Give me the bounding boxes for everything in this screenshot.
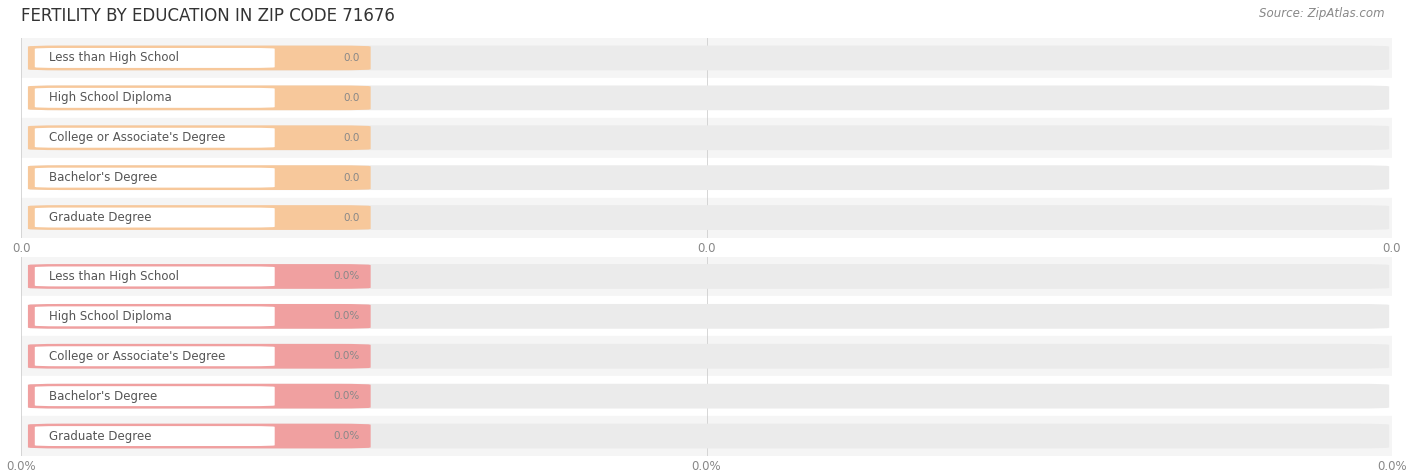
FancyBboxPatch shape [28,424,1389,448]
Text: FERTILITY BY EDUCATION IN ZIP CODE 71676: FERTILITY BY EDUCATION IN ZIP CODE 71676 [21,7,395,25]
FancyBboxPatch shape [28,46,1389,70]
Text: 0.0: 0.0 [343,133,360,143]
FancyBboxPatch shape [28,384,1389,408]
Text: Graduate Degree: Graduate Degree [48,211,150,224]
Bar [21,78,1392,118]
FancyBboxPatch shape [28,125,371,150]
Text: 0.0%: 0.0% [333,271,360,282]
Text: 0.0%: 0.0% [333,351,360,361]
FancyBboxPatch shape [35,426,274,446]
FancyBboxPatch shape [35,48,274,68]
Bar [21,158,1392,198]
Bar [21,38,1392,78]
Bar [21,198,1392,238]
Bar [21,118,1392,158]
FancyBboxPatch shape [35,168,274,188]
FancyBboxPatch shape [35,128,274,148]
FancyBboxPatch shape [28,264,1389,289]
FancyBboxPatch shape [28,304,1389,329]
Text: Less than High School: Less than High School [48,270,179,283]
Text: 0.0%: 0.0% [333,311,360,322]
FancyBboxPatch shape [28,205,371,230]
FancyBboxPatch shape [28,125,1389,150]
FancyBboxPatch shape [28,424,371,448]
Text: Less than High School: Less than High School [48,51,179,65]
Bar [21,256,1392,296]
Text: 0.0: 0.0 [343,172,360,183]
Text: Graduate Degree: Graduate Degree [48,429,150,443]
FancyBboxPatch shape [28,344,1389,369]
FancyBboxPatch shape [35,346,274,366]
Bar [21,336,1392,376]
Text: 0.0%: 0.0% [333,391,360,401]
FancyBboxPatch shape [28,86,1389,110]
FancyBboxPatch shape [28,46,371,70]
Text: 0.0: 0.0 [343,93,360,103]
Text: College or Associate's Degree: College or Associate's Degree [48,350,225,363]
FancyBboxPatch shape [28,165,371,190]
Text: 0.0: 0.0 [343,212,360,223]
Text: Bachelor's Degree: Bachelor's Degree [48,171,156,184]
FancyBboxPatch shape [35,208,274,228]
FancyBboxPatch shape [28,86,371,110]
FancyBboxPatch shape [35,88,274,108]
Text: High School Diploma: High School Diploma [48,310,172,323]
Text: 0.0: 0.0 [343,53,360,63]
Text: Source: ZipAtlas.com: Source: ZipAtlas.com [1260,7,1385,20]
FancyBboxPatch shape [28,344,371,369]
FancyBboxPatch shape [28,304,371,329]
Text: High School Diploma: High School Diploma [48,91,172,104]
FancyBboxPatch shape [35,306,274,326]
FancyBboxPatch shape [28,165,1389,190]
Bar [21,416,1392,456]
FancyBboxPatch shape [35,266,274,286]
FancyBboxPatch shape [28,205,1389,230]
Text: College or Associate's Degree: College or Associate's Degree [48,131,225,144]
Text: Bachelor's Degree: Bachelor's Degree [48,390,156,403]
Bar [21,296,1392,336]
FancyBboxPatch shape [28,384,371,408]
FancyBboxPatch shape [35,386,274,406]
Text: 0.0%: 0.0% [333,431,360,441]
FancyBboxPatch shape [28,264,371,289]
Bar [21,376,1392,416]
